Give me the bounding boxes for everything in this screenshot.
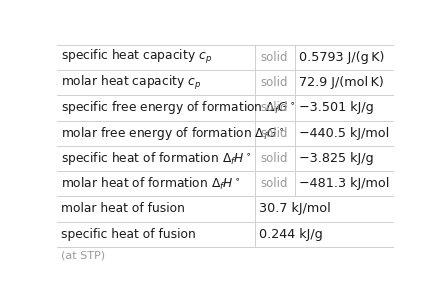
- Text: −3.501 kJ/g: −3.501 kJ/g: [298, 102, 373, 114]
- Text: specific heat of fusion: specific heat of fusion: [61, 228, 195, 241]
- Text: −440.5 kJ/mol: −440.5 kJ/mol: [298, 127, 389, 140]
- Text: 30.7 kJ/mol: 30.7 kJ/mol: [258, 203, 330, 215]
- Text: molar free energy of formation $\Delta_f G^\circ$: molar free energy of formation $\Delta_f…: [61, 125, 284, 142]
- Text: solid: solid: [260, 76, 288, 89]
- Text: −481.3 kJ/mol: −481.3 kJ/mol: [298, 177, 389, 190]
- Text: −3.825 kJ/g: −3.825 kJ/g: [298, 152, 373, 165]
- Text: solid: solid: [260, 127, 288, 140]
- Text: 0.5793 J/(g K): 0.5793 J/(g K): [298, 51, 384, 64]
- Text: molar heat capacity $c_p$: molar heat capacity $c_p$: [61, 74, 201, 92]
- Text: solid: solid: [260, 177, 288, 190]
- Text: molar heat of formation $\Delta_f H^\circ$: molar heat of formation $\Delta_f H^\cir…: [61, 176, 240, 192]
- Text: solid: solid: [260, 51, 288, 64]
- Text: molar heat of fusion: molar heat of fusion: [61, 203, 184, 215]
- Text: specific free energy of formation $\Delta_f G^\circ$: specific free energy of formation $\Delt…: [61, 99, 295, 117]
- Text: 72.9 J/(mol K): 72.9 J/(mol K): [298, 76, 383, 89]
- Text: solid: solid: [260, 152, 288, 165]
- Text: 0.244 kJ/g: 0.244 kJ/g: [258, 228, 322, 241]
- Text: specific heat of formation $\Delta_f H^\circ$: specific heat of formation $\Delta_f H^\…: [61, 150, 251, 167]
- Text: specific heat capacity $c_p$: specific heat capacity $c_p$: [61, 48, 212, 66]
- Text: solid: solid: [260, 102, 288, 114]
- Text: (at STP): (at STP): [61, 250, 105, 260]
